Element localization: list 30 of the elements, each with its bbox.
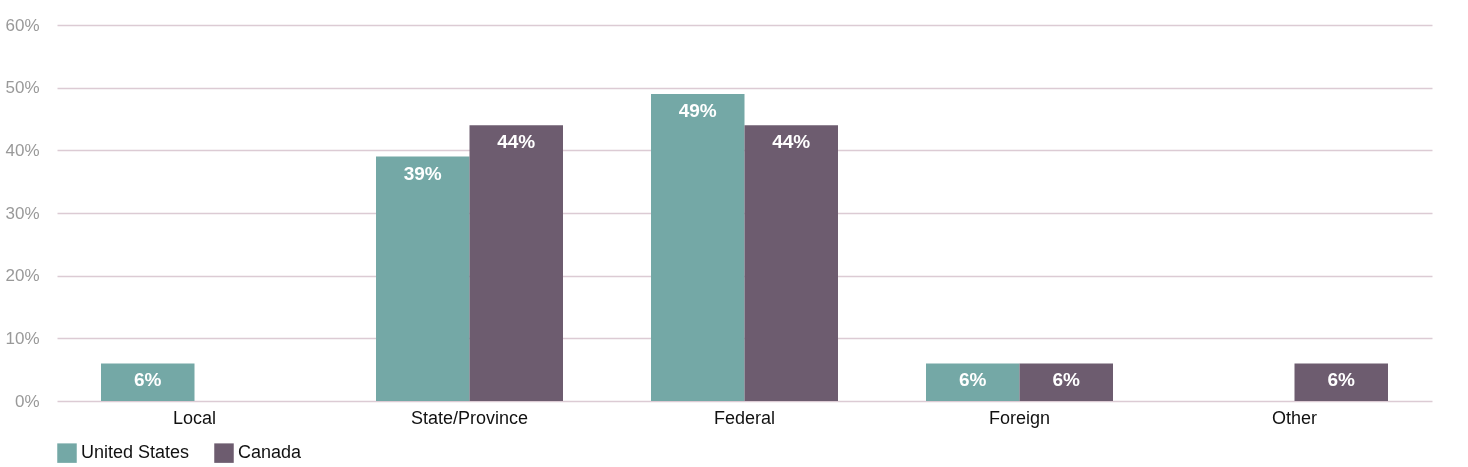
data-label: 49% [678, 99, 717, 121]
y-tick-label: 10% [5, 328, 40, 348]
x-tick-label: State/Province [410, 407, 529, 428]
data-label: 6% [1052, 369, 1081, 391]
y-tick-label: 30% [5, 203, 40, 223]
bar [1294, 363, 1388, 401]
bar [469, 125, 563, 401]
y-tick-label: 50% [5, 78, 40, 98]
bar [1019, 363, 1113, 401]
y-tick-label: 40% [5, 140, 40, 160]
x-tick-label: Other [1271, 407, 1318, 428]
data-label: 39% [403, 162, 442, 184]
bar [101, 363, 195, 401]
data-label: 44% [497, 131, 536, 153]
bar [926, 363, 1020, 401]
legend-label: Canada [238, 442, 303, 463]
data-label: 44% [772, 131, 811, 153]
legend-label: United States [81, 442, 190, 463]
y-tick-label: 0% [14, 391, 40, 411]
x-tick-label: Local [172, 407, 217, 428]
bar [744, 125, 838, 401]
x-tick-label: Federal [713, 407, 776, 428]
data-label: 6% [134, 369, 162, 391]
bar [376, 156, 470, 401]
data-label: 6% [959, 369, 987, 391]
y-tick-label: 20% [5, 266, 40, 286]
x-tick-label: Foreign [988, 407, 1051, 428]
bar [651, 93, 745, 401]
data-label: 6% [1327, 369, 1356, 391]
y-tick-label: 60% [5, 15, 40, 35]
